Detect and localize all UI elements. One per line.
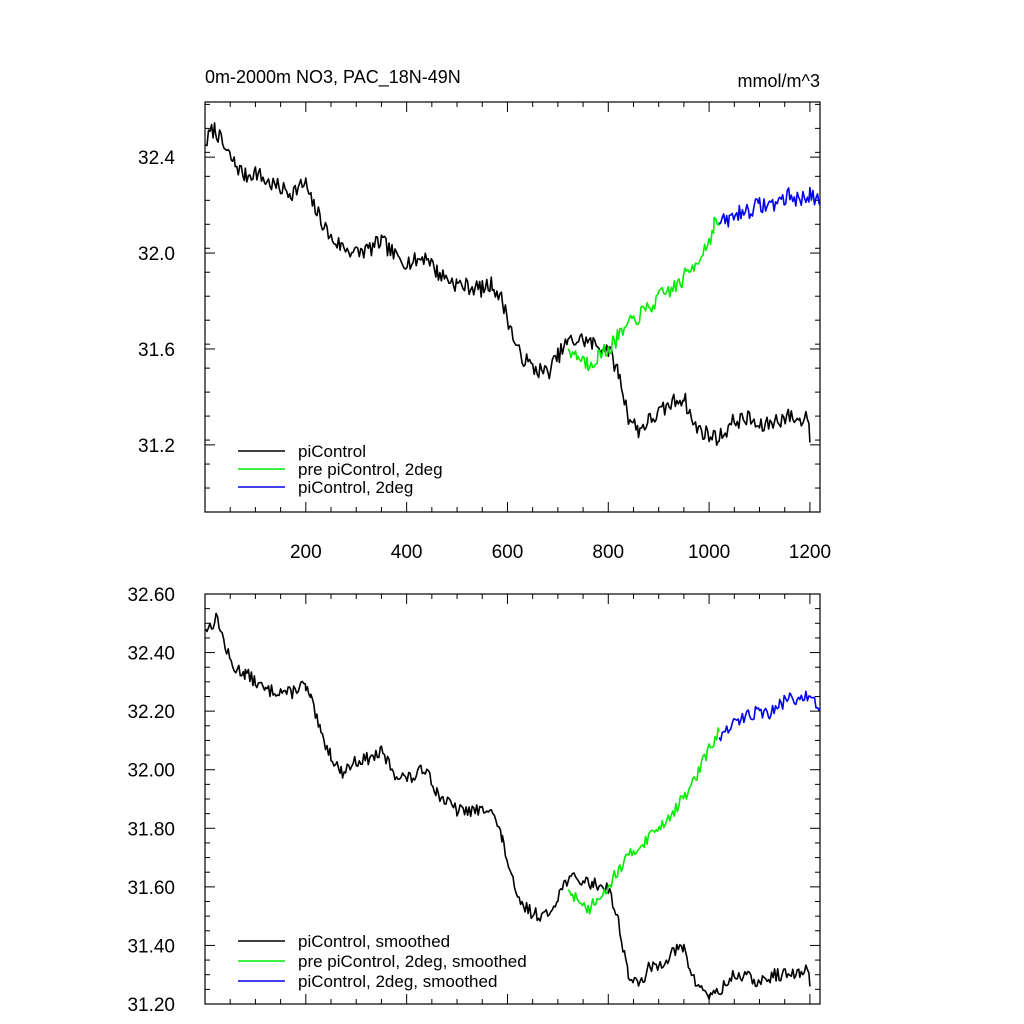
x-tick-label: 800 bbox=[592, 542, 624, 563]
x-tick-label: 200 bbox=[290, 542, 322, 563]
series-line-2 bbox=[718, 690, 821, 742]
bottom-axis-ticks: 31.20 31.40 31.60 31.80 32.00 32.20 32.40 32.60 bbox=[127, 585, 820, 1016]
series-line-0 bbox=[205, 122, 811, 446]
y-tick-label: 31.20 bbox=[127, 995, 175, 1016]
y-tick-label: 32.00 bbox=[127, 761, 175, 782]
x-tick-label: 600 bbox=[492, 542, 524, 563]
bottom-data-lines bbox=[204, 612, 821, 1000]
y-tick-label: 31.80 bbox=[127, 819, 175, 840]
y-tick-label: 32.4 bbox=[138, 148, 175, 169]
series-line-0 bbox=[204, 612, 811, 1000]
legend-label: piControl bbox=[298, 442, 366, 461]
y-tick-label: 31.60 bbox=[127, 878, 175, 899]
x-tick-label: 400 bbox=[391, 542, 423, 563]
y-tick-label: 32.40 bbox=[127, 644, 175, 665]
legend-label: pre piControl, 2deg, smoothed bbox=[298, 952, 527, 971]
top-chart-panel: 0m-2000m NO3, PAC_18N-49N mmol/m^3 200 40… bbox=[138, 67, 831, 563]
series-line-2 bbox=[718, 186, 821, 228]
series-line-1 bbox=[567, 727, 720, 915]
series-line-1 bbox=[567, 216, 720, 372]
y-tick-label: 32.20 bbox=[127, 702, 175, 723]
top-data-lines bbox=[205, 122, 821, 446]
y-tick-label: 31.40 bbox=[127, 936, 175, 957]
y-tick-label: 32.0 bbox=[138, 244, 175, 265]
legend-label: piControl, 2deg bbox=[298, 478, 413, 497]
x-tick-label: 1200 bbox=[789, 542, 831, 563]
legend-label: piControl, 2deg, smoothed bbox=[298, 972, 497, 991]
top-chart-title: 0m-2000m NO3, PAC_18N-49N bbox=[205, 67, 461, 88]
y-tick-label: 31.2 bbox=[138, 436, 175, 457]
top-axis-ticks: 200 400 600 800 1000 1200 31.2 31.6 32.0 32.4 bbox=[138, 102, 831, 563]
legend-label: pre piControl, 2deg bbox=[298, 460, 443, 479]
bottom-chart-panel: 31.20 31.40 31.60 31.80 32.00 32.20 32.40 32.60… bbox=[127, 585, 821, 1016]
y-tick-label: 32.60 bbox=[127, 585, 175, 606]
legend-label: piControl, smoothed bbox=[298, 932, 450, 951]
top-chart-units: mmol/m^3 bbox=[738, 71, 820, 91]
x-tick-label: 1000 bbox=[688, 542, 730, 563]
top-plot-frame bbox=[204, 101, 821, 513]
y-tick-label: 31.6 bbox=[138, 340, 175, 361]
